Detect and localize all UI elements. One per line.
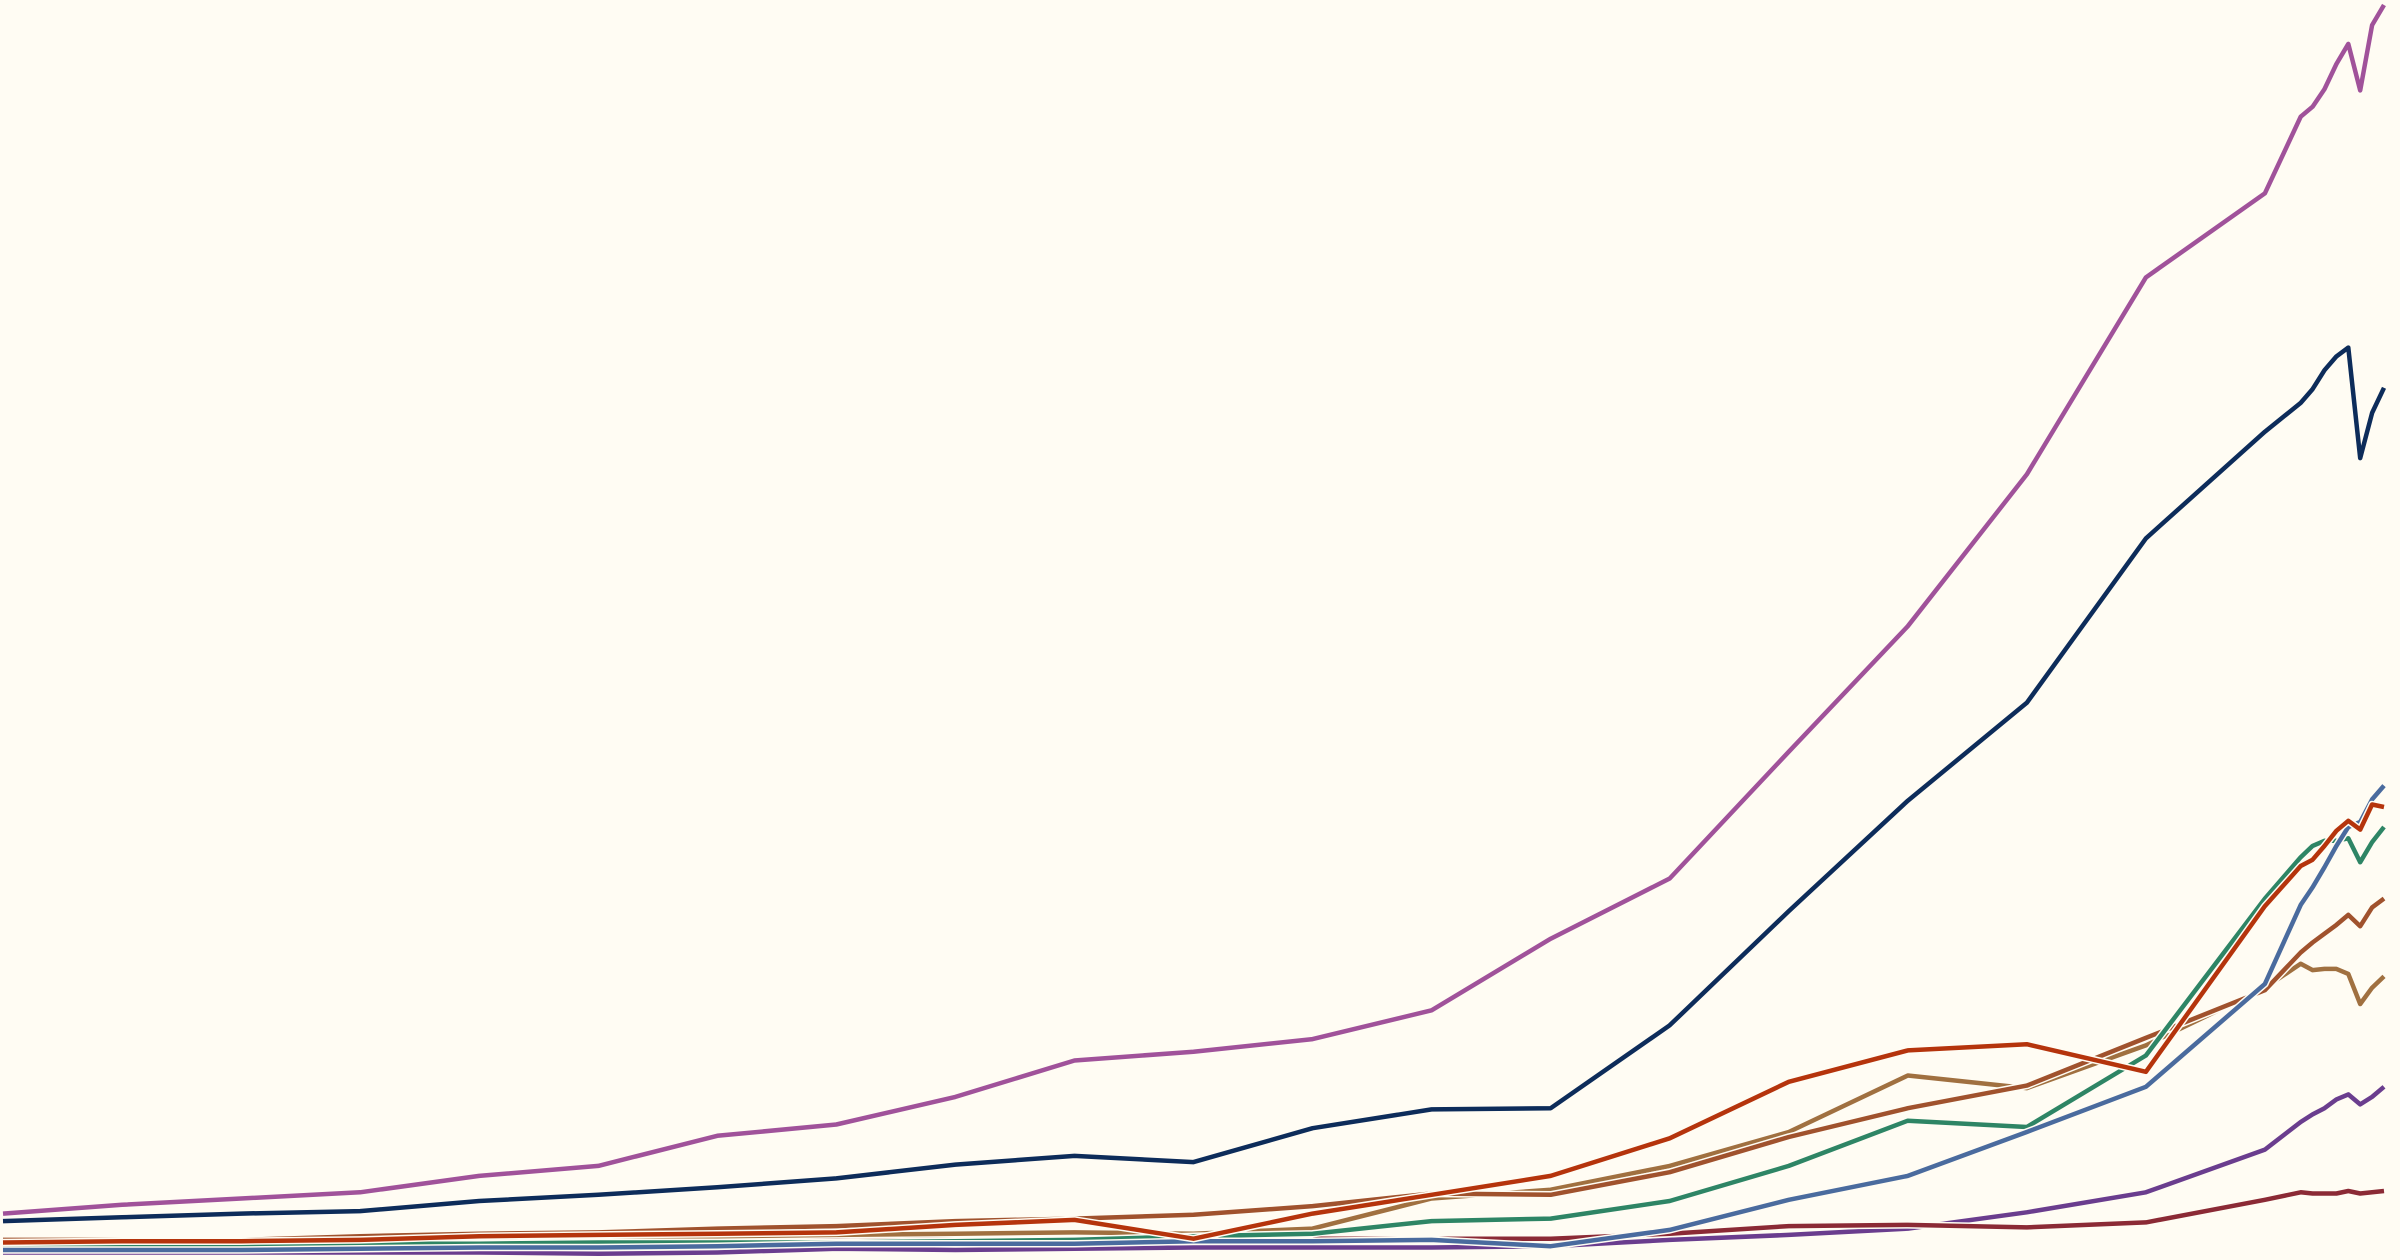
series-line-7: [2, 345, 2387, 1224]
series-line-0: [3, 1085, 2386, 1256]
series-line-8: [2, 3, 2386, 1216]
series-layer: [2, 3, 2388, 1258]
series-line-5: [3, 784, 2386, 1253]
series-line-6: [2, 802, 2385, 1245]
